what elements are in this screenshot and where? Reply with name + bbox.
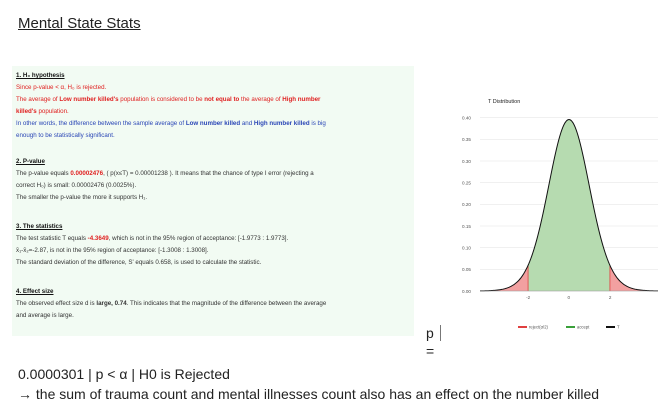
x-tick-label: 0 (568, 295, 571, 300)
y-tick-label: 0.15 (462, 224, 471, 229)
effect-line-a: The observed effect size d is large, 0.7… (16, 300, 327, 307)
legend-accept-swatch (566, 326, 575, 328)
effect-title: 4. Effect size (16, 288, 54, 295)
pvalue-line-b: correct H₀) is small: 0.00002476 (0.0025… (16, 182, 137, 189)
legend-reject-swatch (518, 326, 527, 328)
h0-section: 1. H₀ hypothesis Since p-value < α, H₀ i… (16, 70, 412, 142)
effect-line-b: and average is large. (16, 312, 74, 319)
legend-reject-label: reject(α/2) (529, 325, 549, 330)
results-panel: 1. H₀ hypothesis Since p-value < α, H₀ i… (12, 66, 414, 336)
stats-line-b: x̄₁-x̄₂=-2.87, is not in the 95% region … (16, 247, 209, 254)
stats-title: 3. The statistics (16, 223, 63, 230)
stats-line-c: The standard deviation of the difference… (16, 259, 262, 266)
stats-line-a: The test statistic T equals -4.3649, whi… (16, 235, 289, 242)
y-tick-label: 0.35 (462, 137, 471, 142)
accept-region (528, 119, 610, 291)
legend-accept-label: accept (577, 325, 590, 330)
h0-rejected-text: Since p-value < α, H₀ is rejected. (16, 84, 107, 91)
text-cursor (440, 325, 441, 341)
legend-t-label: T (617, 325, 620, 330)
equals-fragment: = (426, 343, 435, 359)
y-tick-label: 0.05 (462, 267, 471, 272)
stats-section: 3. The statistics The test statistic T e… (16, 221, 412, 269)
x-tick-label: -2 (526, 295, 531, 300)
y-tick-label: 0.30 (462, 159, 471, 164)
reject-region-right (609, 265, 658, 291)
result-line: 0.0000301 | p < α | H0 is Rejected (18, 366, 230, 382)
y-tick-label: 0.20 (462, 202, 471, 207)
t-distribution-chart: T Distribution 0.40 0.35 0.30 0.25 0.20 0.15 0… (446, 95, 668, 340)
conclusion-line: → the sum of trauma count and mental ill… (18, 386, 600, 402)
t-distribution-svg: T Distribution 0.40 0.35 0.30 0.25 0.20 0.15 0… (462, 99, 659, 330)
pvalue-section: 2. P-value The p-value equals 0.00002476… (16, 156, 412, 204)
x-tick-label: 2 (609, 295, 612, 300)
chart-title: T Distribution (488, 99, 520, 105)
legend-t-swatch (606, 326, 615, 328)
y-tick-label: 0.00 (462, 289, 471, 294)
h0-title: 1. H₀ hypothesis (16, 72, 65, 79)
y-tick-label: 0.40 (462, 115, 471, 120)
p-fragment: p (426, 325, 434, 341)
h0-line-b: killed's population. (16, 108, 69, 115)
pvalue-line-c: The smaller the p-value the more it supp… (16, 194, 148, 201)
y-tick-label: 0.10 (462, 245, 471, 250)
h0-line-d: enough to be statistically significant. (16, 132, 115, 139)
y-tick-label: 0.25 (462, 180, 471, 185)
density-curve (479, 119, 659, 292)
effect-section: 4. Effect size The observed effect size … (16, 286, 412, 322)
h0-line-a: The average of Low number killed's popul… (16, 96, 321, 103)
pvalue-title: 2. P-value (16, 158, 45, 165)
page-title: Mental State Stats (18, 15, 141, 32)
pvalue-line-a: The p-value equals 0.00002476, ( p(x≤T) … (16, 170, 314, 177)
reject-region-left (480, 265, 529, 291)
h0-line-c: In other words, the difference between t… (16, 120, 326, 127)
